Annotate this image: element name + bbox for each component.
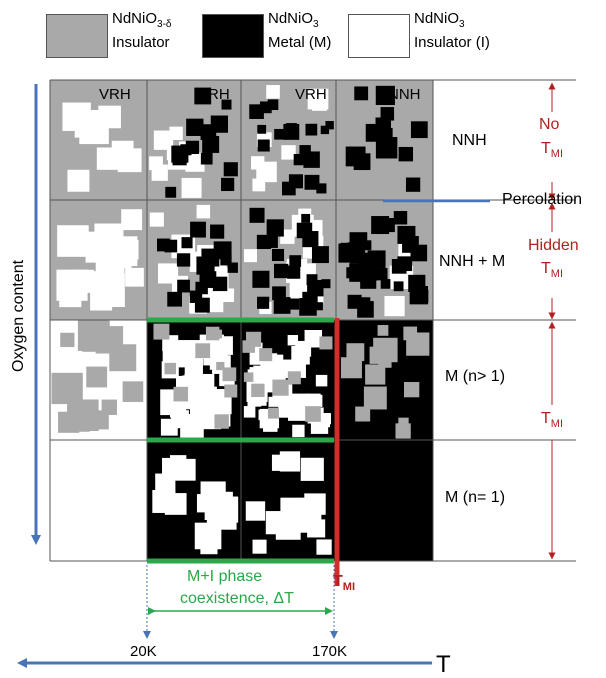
tmi-marker-sub: MI [342,581,356,594]
tick-label-170k: 170K [312,643,347,660]
legend-label-black: NdNiO3 Metal (M) [268,10,331,52]
oxygen-axis-label: Oxygen content [10,259,27,372]
legend-gray-desc: Insulator [112,34,170,51]
legend-label-white: NdNiO3 Insulator (I) [414,10,490,52]
no-t-sub: MI [550,148,564,161]
cell-r1-c2 [241,200,336,320]
hidden-tmi-symbol: TMI [541,260,563,280]
coexistence-line1: M+I phase [187,568,263,585]
temperature-axis-label: T [436,651,451,678]
no-text: No [539,116,560,133]
cell-label-nnh: NNH [388,86,421,103]
row-label-nnh-m: NNH + M [439,253,506,270]
row-label-m-n-eq-1: M (n= 1) [445,489,506,506]
legend-swatch-gray [46,14,108,58]
hidden-t-sub: MI [550,268,564,281]
coexistence-line2: coexistence, ΔT [180,590,294,607]
row-label-nnh: NNH [452,132,487,149]
legend-white-desc: Insulator (I) [414,34,490,51]
tmi-right-text: T [541,410,551,427]
cell-r2-c0 [50,320,147,440]
cell-r0-c2 [241,80,336,200]
cell-r0-c3 [336,80,433,200]
cell-r1-c1 [147,200,241,320]
cell-r2-c2 [241,320,336,440]
cell-r2-c3 [336,320,433,440]
hidden-tmi-label: Hidden [528,237,579,255]
cell-r0-c1 [147,80,241,200]
legend-black-sub: 3 [313,19,319,30]
hidden-text: Hidden [528,237,579,254]
no-t-text: T [541,140,551,157]
cell-r3-c1 [147,440,241,561]
tmi-right-sub: MI [550,418,564,431]
no-tmi-symbol: TMI [541,140,563,160]
cell-r3-c2 [241,440,336,561]
tick-arrow-170k [330,631,338,639]
legend-black-desc: Metal (M) [268,34,332,51]
no-tmi-label: No [539,116,559,134]
legend-gray-formula: NdNiO [112,10,158,27]
legend-white-formula: NdNiO [414,10,460,27]
cell-r1-c0 [50,200,147,320]
cell-r0-c0 [50,80,147,200]
cell-r1-c3 [336,200,433,320]
legend-gray-sub: 3-δ [157,19,172,30]
hidden-t-text: T [541,260,551,277]
tick-label-20k: 20K [130,643,157,660]
tick-arrow-20k [143,631,151,639]
cell-r2-c1 [147,320,241,440]
percolation-label: Percolation [502,191,583,208]
tmi-marker-t: T [333,573,343,590]
legend-black-formula: NdNiO [268,10,314,27]
legend-label-gray: NdNiO3-δ Insulator [112,10,171,52]
legend-white-sub: 3 [459,19,465,30]
grid-cells [50,80,433,561]
cell-label-vrh-2: VRH [198,86,230,103]
tmi-marker-label: TMI [333,573,355,593]
legend-swatch-white [348,14,410,58]
row-label-m-n-gt-1: M (n> 1) [445,368,506,385]
cell-r3-c3 [336,440,433,561]
cell-label-vrh-3: VRH [295,86,327,103]
legend-swatch-black [202,14,264,58]
cell-label-vrh-1: VRH [99,86,131,103]
tmi-symbol-right: TMI [541,410,563,430]
